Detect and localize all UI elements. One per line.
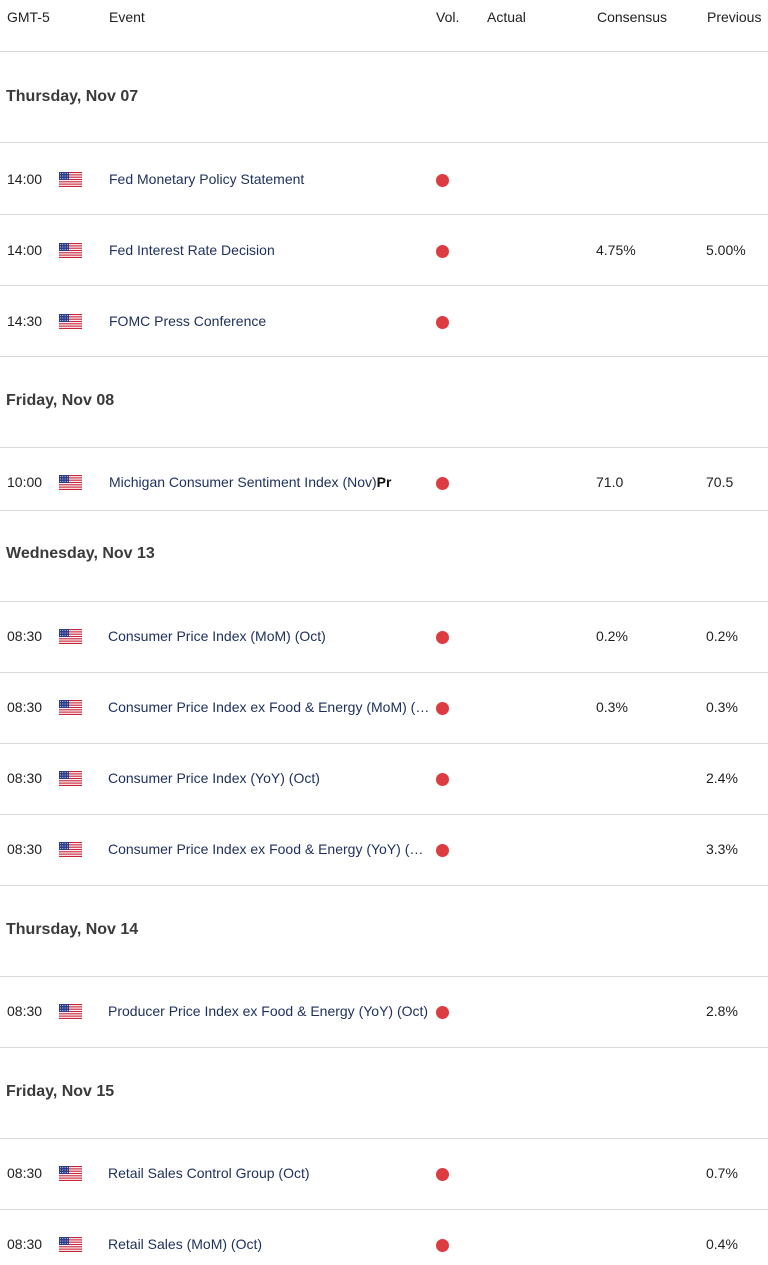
event-name[interactable]: Fed Interest Rate Decision — [109, 242, 275, 258]
high-volatility-icon — [436, 702, 449, 715]
event-name[interactable]: Michigan Consumer Sentiment Index (Nov)P… — [109, 474, 432, 490]
event-column-header: Event — [109, 9, 145, 25]
event-name[interactable]: Producer Price Index ex Food & Energy (Y… — [108, 1003, 429, 1019]
day-header: Friday, Nov 15 — [0, 1048, 768, 1139]
event-name[interactable]: FOMC Press Conference — [109, 313, 267, 329]
high-volatility-icon — [436, 1006, 449, 1019]
previous-value: 0.3% — [706, 699, 738, 715]
event-row[interactable]: 08:30 Retail Sales (MoM) (Oct) 0.4% — [0, 1210, 768, 1265]
day-header: Thursday, Nov 14 — [0, 886, 768, 977]
high-volatility-icon — [436, 245, 449, 258]
consensus-value: 0.3% — [596, 699, 628, 715]
event-name[interactable]: Consumer Price Index ex Food & Energy (M… — [108, 699, 434, 715]
event-name-text: Michigan Consumer Sentiment Index (Nov) — [109, 474, 377, 490]
high-volatility-icon — [436, 773, 449, 786]
us-flag-icon — [59, 475, 82, 490]
event-row[interactable]: 08:30 Consumer Price Index ex Food & Ene… — [0, 815, 768, 886]
event-row[interactable]: 08:30 Consumer Price Index (MoM) (Oct) 0… — [0, 602, 768, 673]
high-volatility-icon — [436, 844, 449, 857]
event-time: 08:30 — [7, 1003, 43, 1019]
event-time: 10:00 — [7, 474, 43, 490]
day-label: Wednesday, Nov 13 — [6, 545, 155, 562]
event-name[interactable]: Consumer Price Index (MoM) (Oct) — [108, 628, 326, 644]
previous-value: 3.3% — [706, 841, 738, 857]
day-header: Friday, Nov 08 — [0, 357, 768, 448]
event-time: 08:30 — [7, 1236, 43, 1252]
us-flag-icon — [59, 771, 82, 786]
consensus-value: 4.75% — [596, 242, 636, 258]
event-time: 14:30 — [7, 313, 43, 329]
us-flag-icon — [59, 314, 82, 329]
previous-value: 2.8% — [706, 1003, 738, 1019]
previous-column-header: Previous — [707, 9, 762, 25]
day-header: Wednesday, Nov 13 — [0, 511, 768, 602]
table-header: GMT-5 Event Vol. Actual Consensus Previo… — [0, 0, 768, 52]
us-flag-icon — [59, 1004, 82, 1019]
event-time: 14:00 — [7, 242, 43, 258]
high-volatility-icon — [436, 174, 449, 187]
high-volatility-icon — [436, 1239, 449, 1252]
consensus-value: 71.0 — [596, 474, 624, 490]
event-name[interactable]: Fed Monetary Policy Statement — [109, 171, 305, 187]
event-time: 08:30 — [7, 628, 43, 644]
event-row[interactable]: 08:30 Consumer Price Index (YoY) (Oct) 2… — [0, 744, 768, 815]
event-row[interactable]: 08:30 Producer Price Index ex Food & Ene… — [0, 977, 768, 1048]
event-time: 08:30 — [7, 1165, 43, 1181]
previous-value: 5.00% — [706, 242, 746, 258]
high-volatility-icon — [436, 316, 449, 329]
previous-value: 0.2% — [706, 628, 738, 644]
event-name[interactable]: Consumer Price Index ex Food & Energy (Y… — [108, 841, 434, 857]
event-name-suffix: Pr — [376, 474, 392, 490]
us-flag-icon — [59, 629, 82, 644]
event-row[interactable]: 14:30 FOMC Press Conference — [0, 286, 768, 357]
day-header: Thursday, Nov 07 — [0, 53, 768, 143]
us-flag-icon — [59, 700, 82, 715]
high-volatility-icon — [436, 1168, 449, 1181]
high-volatility-icon — [436, 477, 449, 490]
event-name[interactable]: Consumer Price Index (YoY) (Oct) — [108, 770, 320, 786]
event-name[interactable]: Retail Sales (MoM) (Oct) — [108, 1236, 263, 1252]
event-time: 08:30 — [7, 770, 43, 786]
timezone-header[interactable]: GMT-5 — [7, 9, 50, 25]
previous-value: 70.5 — [706, 474, 734, 490]
event-row[interactable]: 10:00 Michigan Consumer Sentiment Index … — [0, 448, 768, 511]
event-row[interactable]: 14:00 Fed Interest Rate Decision 4.75% 5… — [0, 215, 768, 286]
event-name[interactable]: Retail Sales Control Group (Oct) — [108, 1165, 310, 1181]
consensus-column-header: Consensus — [597, 9, 668, 25]
high-volatility-icon — [436, 631, 449, 644]
us-flag-icon — [59, 1166, 82, 1181]
event-row[interactable]: 08:30 Retail Sales Control Group (Oct) 0… — [0, 1139, 768, 1210]
day-label: Thursday, Nov 14 — [6, 921, 139, 938]
previous-value: 2.4% — [706, 770, 738, 786]
event-time: 08:30 — [7, 841, 43, 857]
consensus-value: 0.2% — [596, 628, 628, 644]
us-flag-icon — [59, 172, 82, 187]
day-label: Thursday, Nov 07 — [6, 88, 139, 105]
event-row[interactable]: 08:30 Consumer Price Index ex Food & Ene… — [0, 673, 768, 744]
us-flag-icon — [59, 842, 82, 857]
previous-value: 0.7% — [706, 1165, 738, 1181]
us-flag-icon — [59, 1237, 82, 1252]
us-flag-icon — [59, 243, 82, 258]
previous-value: 0.4% — [706, 1236, 738, 1252]
event-time: 08:30 — [7, 699, 43, 715]
event-row[interactable]: 14:00 Fed Monetary Policy Statement — [0, 144, 768, 215]
day-label: Friday, Nov 08 — [6, 392, 115, 409]
actual-column-header: Actual — [487, 9, 526, 25]
day-label: Friday, Nov 15 — [6, 1083, 115, 1100]
event-time: 14:00 — [7, 171, 43, 187]
volatility-column-header: Vol. — [436, 9, 460, 25]
